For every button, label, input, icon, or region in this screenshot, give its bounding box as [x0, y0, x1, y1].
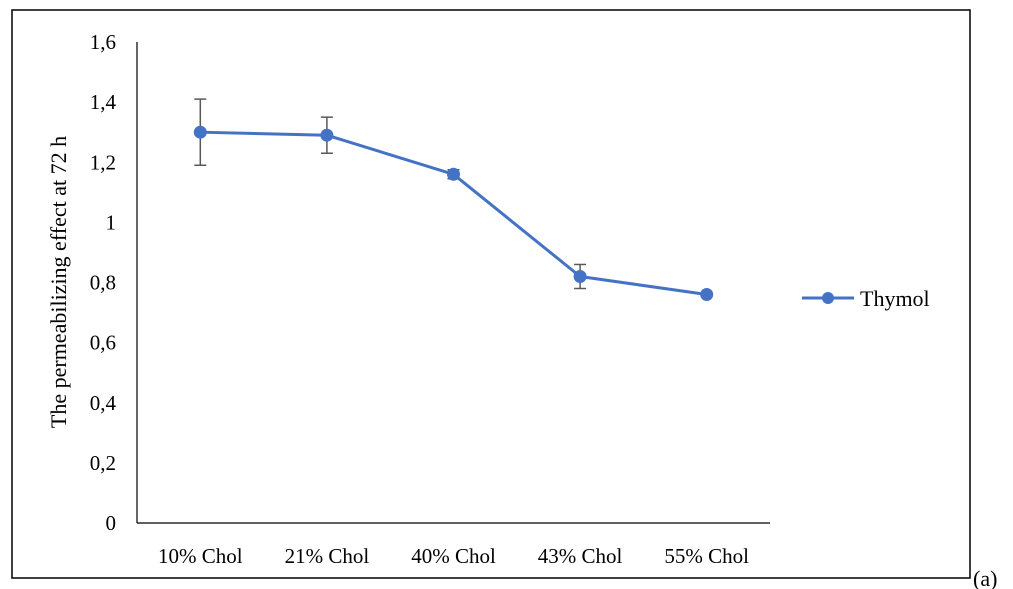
data-point	[447, 167, 460, 181]
legend-marker	[822, 292, 834, 304]
x-tick-label: 10% Chol	[158, 544, 243, 568]
x-tick-label: 55% Chol	[664, 544, 749, 568]
data-point	[700, 288, 714, 302]
x-tick-label: 21% Chol	[285, 544, 370, 568]
y-tick-label: 0,8	[90, 271, 116, 295]
y-tick-label: 0,2	[90, 451, 116, 475]
y-tick-label: 1,2	[90, 150, 116, 174]
x-tick-label: 40% Chol	[411, 544, 496, 568]
x-tick-label: 43% Chol	[538, 544, 623, 568]
data-point	[320, 128, 334, 142]
y-axis-title: The permeabilizing effect at 72 h	[46, 136, 71, 428]
y-tick-label: 0,6	[90, 331, 116, 355]
data-points	[193, 125, 714, 302]
legend: Thymol	[802, 286, 930, 311]
y-tick-label: 1	[106, 210, 117, 234]
y-tick-labels: 0 0,2 0,4 0,6 0,8 1 1,2 1,4 1,6	[90, 30, 117, 535]
data-point	[193, 125, 207, 139]
data-point	[573, 269, 587, 283]
legend-label: Thymol	[860, 286, 930, 311]
y-tick-label: 0,4	[90, 391, 117, 415]
x-tick-labels: 10% Chol 21% Chol 40% Chol 43% Chol 55% Chol	[158, 544, 749, 568]
chart-border	[11, 9, 971, 579]
y-tick-label: 0	[106, 511, 117, 535]
panel-label: (a)	[973, 566, 997, 589]
y-tick-label: 1,4	[90, 90, 117, 114]
y-tick-label: 1,6	[90, 30, 116, 54]
